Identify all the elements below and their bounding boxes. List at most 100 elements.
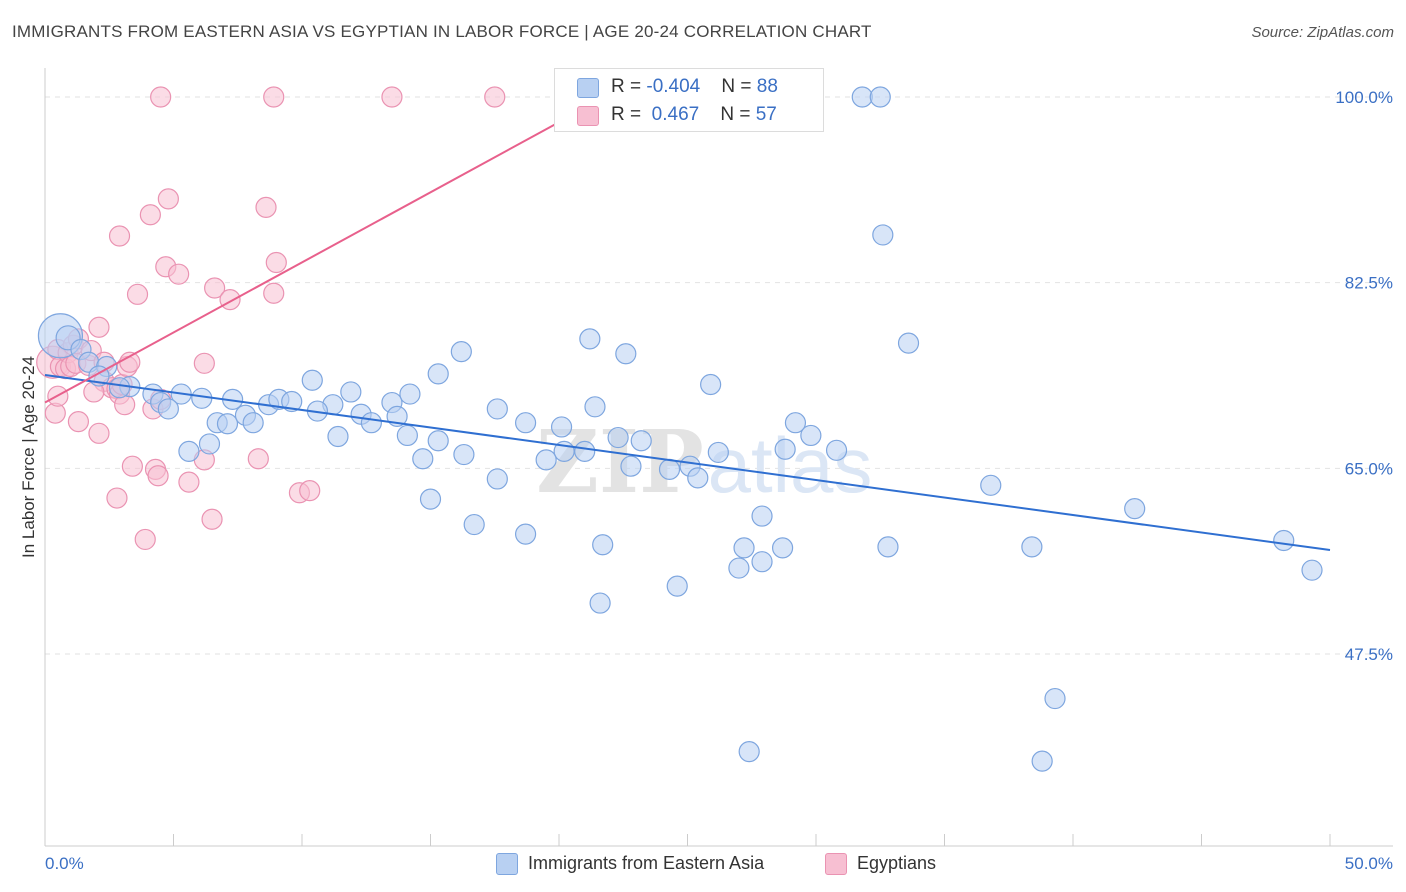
gridlines [45, 96, 1393, 655]
eastern-asia-trend-line [44, 373, 1331, 552]
eastern-asia-point [751, 505, 773, 527]
legend-n-label: N = [720, 104, 756, 125]
bottom-legend-swatch-blue [496, 853, 518, 875]
watermark-atlas: atlas [708, 421, 873, 509]
eastern-asia-point [216, 413, 239, 435]
eastern-asia-point [427, 430, 449, 452]
y-tick-label: 100.0% [1335, 88, 1393, 107]
egyptians-point [134, 528, 156, 551]
eastern-asia-point [728, 557, 750, 579]
eastern-asia-point [1124, 498, 1146, 520]
correlation-legend: R = -0.404 N = 88 R = 0.467 N = 57 [554, 68, 824, 132]
egyptians-point [265, 251, 287, 274]
eastern-asia-point [463, 513, 485, 536]
egyptians-points [36, 86, 506, 551]
egyptians-point [126, 283, 149, 305]
egyptians-point [147, 465, 169, 487]
eastern-asia-point [1301, 559, 1323, 581]
egyptians-point [255, 196, 277, 218]
eastern-asia-point [514, 412, 537, 434]
egyptians-point [88, 316, 110, 338]
egyptians-point [193, 352, 215, 374]
eastern-asia-point [687, 467, 709, 489]
eastern-asia-point [178, 440, 200, 462]
legend-n-value: 88 [756, 76, 778, 97]
eastern-asia-point [574, 440, 596, 462]
egyptians-point [381, 86, 403, 108]
legend-swatch-pink [577, 106, 599, 126]
eastern-asia-point [1273, 529, 1295, 552]
axes [44, 68, 1393, 847]
egyptians-point [263, 86, 285, 108]
eastern-asia-point [191, 387, 213, 409]
eastern-asia-point [1044, 687, 1066, 710]
eastern-asia-point [658, 458, 681, 480]
eastern-asia-point [1021, 536, 1043, 558]
egyptians-point [150, 86, 172, 108]
x-tick-label-min: 0.0% [45, 854, 84, 873]
legend-stats-blue: R = -0.404 N = 88 [611, 76, 778, 98]
legend-r-value: -0.404 [646, 76, 701, 97]
eastern-asia-point [666, 575, 688, 597]
y-tick-label: 47.5% [1345, 645, 1393, 664]
eastern-asia-point [301, 369, 323, 391]
egyptians-trend-line [44, 96, 606, 404]
eastern-asia-point [242, 412, 264, 434]
eastern-asia-point [486, 468, 508, 490]
eastern-asia-point [771, 537, 794, 559]
eastern-asia-point [774, 438, 796, 460]
eastern-asia-point [615, 343, 637, 365]
eastern-asia-point [980, 474, 1002, 496]
legend-swatch-blue [577, 78, 599, 98]
eastern-asia-point [738, 741, 760, 763]
y-axis-label: In Labor Force | Age 20-24 [19, 356, 38, 558]
eastern-asia-point [281, 390, 303, 413]
bottom-legend-label-blue: Immigrants from Eastern Asia [528, 853, 765, 873]
eastern-asia-point [419, 488, 442, 510]
eastern-asia-point [733, 537, 755, 559]
eastern-asia-point [584, 396, 606, 418]
egyptians-point [88, 422, 110, 444]
legend-n-label: N = [721, 76, 757, 97]
egyptians-point [219, 289, 241, 311]
egyptians-point [201, 508, 223, 530]
eastern-asia-point [453, 443, 475, 466]
eastern-asia-point [700, 373, 722, 396]
egyptians-point [121, 455, 143, 477]
eastern-asia-point [412, 448, 434, 470]
bottom-legend-label-pink: Egyptians [857, 853, 937, 873]
eastern-asia-point [877, 536, 899, 558]
eastern-asia-point [897, 332, 920, 354]
eastern-asia-point [589, 592, 611, 614]
legend-stats-pink: R = 0.467 N = 57 [611, 104, 777, 126]
eastern-asia-point [825, 439, 848, 461]
eastern-asia-point [607, 426, 629, 449]
egyptians-point [178, 471, 200, 493]
eastern-asia-point [707, 441, 729, 464]
eastern-asia-point [550, 416, 573, 438]
eastern-asia-point [198, 433, 221, 455]
chart-source: Source: ZipAtlas.com [1251, 24, 1394, 41]
eastern-asia-point [450, 341, 472, 363]
eastern-asia-point [579, 328, 601, 350]
x-ticks [173, 834, 1331, 846]
eastern-asia-points [37, 86, 1323, 772]
eastern-asia-point [427, 363, 449, 385]
legend-r-label: R = [611, 104, 647, 125]
eastern-asia-point [851, 86, 873, 108]
legend-r-value: 0.467 [646, 104, 700, 125]
eastern-asia-point [486, 398, 508, 420]
x-tick-label-max: 50.0% [1345, 854, 1393, 873]
eastern-asia-point [535, 449, 557, 471]
eastern-asia-point [1031, 750, 1053, 772]
eastern-asia-point [108, 377, 131, 399]
egyptians-point [168, 263, 190, 285]
eastern-asia-point [784, 412, 807, 434]
eastern-asia-point [630, 430, 652, 452]
eastern-asia-point [327, 425, 349, 448]
eastern-asia-point [399, 383, 421, 405]
egyptians-point [247, 448, 269, 470]
trend-lines [44, 96, 1331, 552]
legend-n-value: 57 [755, 104, 777, 125]
